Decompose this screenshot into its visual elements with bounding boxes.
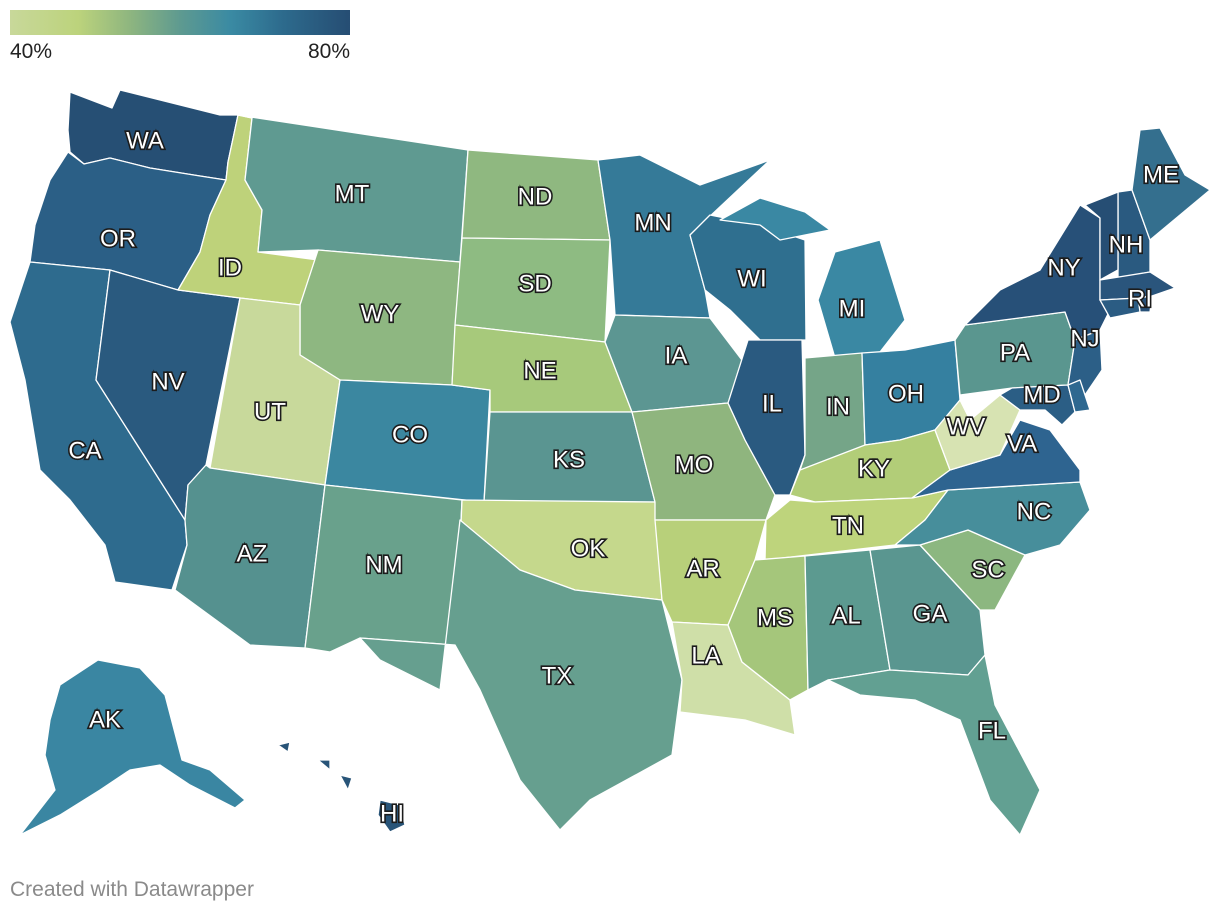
- state-label-nj: NJ: [1070, 325, 1099, 352]
- legend-gradient-bar: [10, 10, 350, 35]
- state-label-me: ME: [1143, 161, 1179, 188]
- state-label-id: ID: [218, 254, 242, 281]
- credit-text: Created with Datawrapper: [10, 878, 254, 901]
- state-tx[interactable]: [359, 519, 683, 831]
- state-label-nd: ND: [518, 183, 553, 210]
- state-label-md: MD: [1023, 381, 1060, 408]
- state-label-nm: NM: [365, 551, 402, 578]
- state-label-mn: MN: [634, 209, 671, 236]
- state-ct[interactable]: [1099, 297, 1141, 319]
- state-me[interactable]: [1131, 127, 1211, 241]
- state-label-wa: WA: [126, 127, 164, 154]
- state-label-ks: KS: [553, 446, 585, 473]
- state-az[interactable]: [174, 464, 326, 649]
- state-label-la: LA: [691, 642, 720, 669]
- state-label-ms: MS: [757, 604, 793, 631]
- state-label-ga: GA: [913, 600, 948, 627]
- state-md[interactable]: [999, 384, 1076, 426]
- state-il[interactable]: [727, 339, 806, 496]
- state-label-pa: PA: [1000, 339, 1030, 366]
- state-label-tn: TN: [832, 512, 864, 539]
- state-label-va: VA: [1007, 430, 1037, 457]
- state-label-ny: NY: [1047, 254, 1080, 281]
- state-label-ri: RI: [1128, 285, 1152, 312]
- state-label-tx: TX: [542, 662, 573, 689]
- state-label-sc: SC: [971, 556, 1004, 583]
- color-legend: 40% 80%: [10, 10, 350, 63]
- state-label-mo: MO: [675, 451, 714, 478]
- legend-min-label: 40%: [10, 40, 53, 63]
- state-nj[interactable]: [1067, 329, 1103, 396]
- state-label-ar: AR: [686, 555, 719, 582]
- state-label-oh: OH: [888, 380, 924, 407]
- state-label-al: AL: [831, 602, 860, 629]
- legend-max-label: 80%: [307, 40, 350, 63]
- state-label-ak: AK: [89, 706, 121, 733]
- state-de[interactable]: [1067, 379, 1091, 413]
- state-label-wv: WV: [947, 413, 986, 440]
- state-co[interactable]: [324, 379, 491, 503]
- state-label-fl: FL: [978, 717, 1006, 744]
- state-label-nh: NH: [1109, 231, 1144, 258]
- state-ak[interactable]: [19, 659, 246, 836]
- state-label-ia: IA: [665, 342, 688, 369]
- state-label-mt: MT: [335, 180, 370, 207]
- state-nc[interactable]: [894, 481, 1091, 556]
- state-label-mi: MI: [839, 295, 866, 322]
- state-label-nv: NV: [151, 368, 184, 395]
- state-label-hi: HI: [380, 800, 404, 827]
- state-label-ok: OK: [571, 535, 606, 562]
- state-label-ut: UT: [254, 398, 286, 425]
- state-label-ky: KY: [858, 455, 890, 482]
- state-label-or: OR: [100, 225, 136, 252]
- state-label-ne: NE: [523, 357, 556, 384]
- state-label-ca: CA: [68, 437, 101, 464]
- state-label-az: AZ: [237, 540, 268, 567]
- state-label-sd: SD: [518, 270, 551, 297]
- state-vt[interactable]: [1084, 191, 1119, 281]
- state-label-co: CO: [392, 421, 428, 448]
- state-label-in: IN: [826, 393, 850, 420]
- state-label-wy: WY: [361, 300, 400, 327]
- state-label-il: IL: [762, 390, 782, 417]
- state-label-nc: NC: [1017, 498, 1052, 525]
- state-label-wi: WI: [737, 265, 766, 292]
- state-fl[interactable]: [827, 654, 1041, 836]
- state-hi[interactable]: [277, 741, 406, 833]
